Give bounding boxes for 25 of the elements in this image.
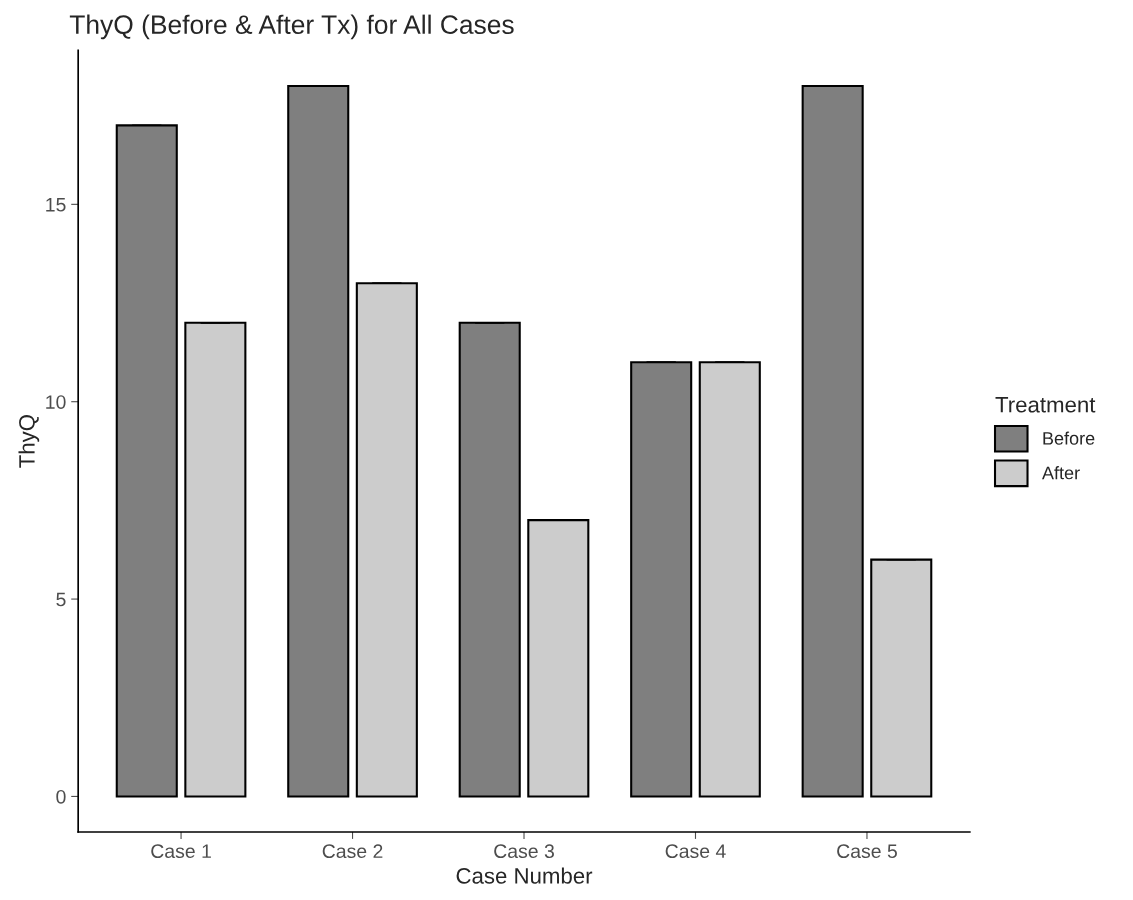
bar <box>355 282 418 798</box>
y-tick-label: 15 <box>46 198 66 212</box>
x-tick-label: Case 5 <box>837 844 897 859</box>
bar <box>870 558 933 798</box>
bar <box>115 124 178 798</box>
y-axis-title: ThyQ <box>18 415 40 468</box>
bar <box>630 361 693 798</box>
bar <box>458 321 521 798</box>
legend-label: After <box>1042 466 1080 480</box>
bar <box>184 321 247 798</box>
bar <box>801 84 864 798</box>
legend-title: Treatment <box>995 397 1096 413</box>
x-axis-title: Case Number <box>456 867 593 884</box>
x-tick-label: Case 2 <box>322 844 383 859</box>
bar <box>527 519 590 798</box>
bar <box>698 361 761 798</box>
x-tick-label: Case 3 <box>494 844 554 859</box>
legend-label: Before <box>1043 431 1095 445</box>
chart-title: ThyQ (Before & After Tx) for All Cases <box>69 14 514 40</box>
y-tick-label: 0 <box>56 789 66 804</box>
y-tick-label: 5 <box>56 592 66 607</box>
x-tick-label: Case 4 <box>665 844 726 859</box>
bar <box>287 84 350 798</box>
x-tick-label: Case 1 <box>151 844 211 859</box>
y-tick-label: 10 <box>46 395 66 409</box>
